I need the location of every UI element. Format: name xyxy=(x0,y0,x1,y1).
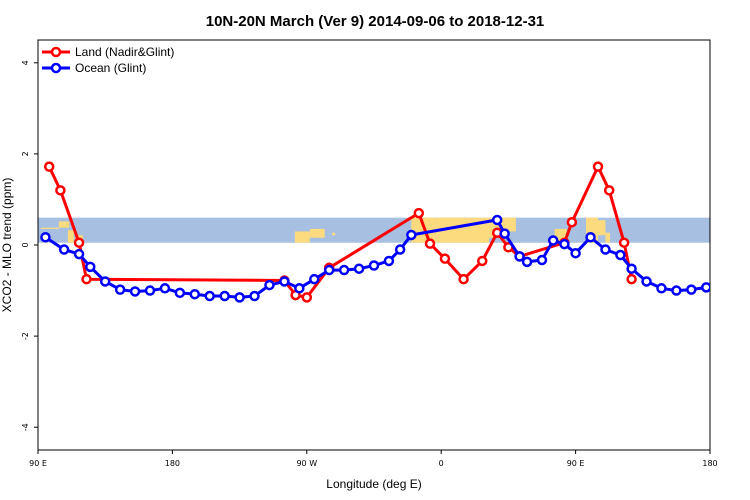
land-patch xyxy=(488,217,501,238)
data-point-ocean xyxy=(338,264,350,276)
data-point-ocean xyxy=(536,254,548,266)
legend-label-land: Land (Nadir&Glint) xyxy=(75,45,174,59)
y-axis-ticks: -4 -2 0 2 4 xyxy=(21,60,38,431)
series-line-land xyxy=(47,165,634,299)
data-point-ocean xyxy=(547,235,559,246)
data-point-ocean xyxy=(189,288,201,300)
land-patch xyxy=(40,227,59,229)
data-point-ocean xyxy=(174,287,186,299)
data-point-ocean xyxy=(264,279,275,291)
data-point-land xyxy=(603,185,615,196)
data-point-ocean xyxy=(279,276,290,287)
land-patch xyxy=(309,228,325,238)
x-tick-label: 90 E xyxy=(567,459,585,468)
data-point-ocean xyxy=(514,251,525,262)
data-point-ocean xyxy=(671,285,682,296)
data-point-land xyxy=(626,273,637,285)
y-tick-label: 0 xyxy=(21,242,30,247)
land-patch xyxy=(58,221,70,228)
data-point-ocean xyxy=(58,244,70,255)
data-point-land xyxy=(43,161,55,172)
data-point-ocean xyxy=(99,276,111,287)
data-point-land xyxy=(566,216,578,228)
data-point-ocean xyxy=(491,214,503,226)
legend: Land (Nadir&Glint) Ocean (Glint) xyxy=(42,45,174,75)
x-tick-label: 180 xyxy=(702,459,717,468)
axes xyxy=(37,39,711,451)
data-point-ocean xyxy=(686,284,697,295)
y-tick-label: -2 xyxy=(21,332,30,340)
data-point-ocean xyxy=(383,255,395,267)
land-patch xyxy=(500,217,516,232)
data-point-ocean xyxy=(309,273,320,285)
data-point-ocean xyxy=(144,285,156,296)
x-axis-ticks: 90 E 180 90 W 0 90 E 180 xyxy=(29,450,718,468)
data-point-ocean xyxy=(368,260,380,271)
data-point-ocean xyxy=(40,232,51,243)
series-ocean xyxy=(40,214,710,303)
data-point-ocean xyxy=(114,284,126,295)
data-point-land xyxy=(439,253,451,264)
data-point-land xyxy=(413,207,425,219)
data-point-land xyxy=(301,292,313,303)
data-point-ocean xyxy=(521,256,533,268)
x-axis-label: Longitude (deg E) xyxy=(326,477,421,491)
data-point-ocean xyxy=(394,244,406,255)
y-tick-label: 4 xyxy=(21,60,30,65)
y-tick-label: -4 xyxy=(21,423,30,431)
data-point-ocean xyxy=(559,238,570,250)
data-point-land xyxy=(458,273,469,285)
x-tick-label: 90 E xyxy=(29,459,47,468)
y-axis-label: XCO2 - MLO trend (ppm) xyxy=(0,178,14,313)
data-point-ocean xyxy=(570,247,581,259)
data-point-ocean xyxy=(219,290,230,302)
data-point-ocean xyxy=(323,264,335,276)
data-point-ocean xyxy=(159,283,171,294)
land-patch xyxy=(554,228,567,243)
data-point-land xyxy=(81,273,92,285)
data-point-ocean xyxy=(234,292,245,303)
data-point-ocean xyxy=(129,286,141,297)
data-point-land xyxy=(477,255,488,267)
data-point-land xyxy=(618,237,630,248)
data-point-ocean xyxy=(499,228,510,239)
data-point-ocean xyxy=(641,276,652,287)
legend-marker-ocean xyxy=(50,62,62,74)
data-point-ocean xyxy=(85,261,96,273)
data-point-ocean xyxy=(294,283,305,294)
land-patch xyxy=(605,232,610,243)
data-point-land xyxy=(592,161,604,172)
data-point-ocean xyxy=(656,283,667,294)
data-point-ocean xyxy=(626,263,637,274)
x-tick-label: 0 xyxy=(439,459,444,468)
data-point-ocean xyxy=(406,229,417,241)
series-group xyxy=(40,161,710,303)
land-patch xyxy=(411,217,436,243)
data-point-ocean xyxy=(585,232,596,243)
data-point-ocean xyxy=(600,244,611,255)
data-point-land xyxy=(424,238,436,249)
x-tick-label: 180 xyxy=(165,459,180,468)
data-point-ocean xyxy=(615,249,626,261)
data-point-ocean xyxy=(701,282,710,293)
land-patch xyxy=(294,231,310,243)
data-point-land xyxy=(73,237,85,248)
data-point-ocean xyxy=(73,248,85,260)
data-point-land xyxy=(55,185,66,196)
land-mask-band xyxy=(38,217,710,243)
data-point-ocean xyxy=(353,263,365,274)
land-patch xyxy=(67,230,74,243)
legend-label-ocean: Ocean (Glint) xyxy=(75,61,146,75)
land-patch xyxy=(586,217,598,243)
plot-frame xyxy=(37,39,711,451)
land-patch xyxy=(598,220,606,236)
data-point-ocean xyxy=(204,290,215,302)
legend-marker-land xyxy=(50,46,62,58)
chart-title: 10N-20N March (Ver 9) 2014-09-06 to 2018… xyxy=(206,13,545,30)
data-point-ocean xyxy=(249,290,260,302)
x-tick-label: 90 W xyxy=(296,459,317,468)
land-patch xyxy=(332,232,336,236)
y-tick-label: 2 xyxy=(21,151,30,156)
